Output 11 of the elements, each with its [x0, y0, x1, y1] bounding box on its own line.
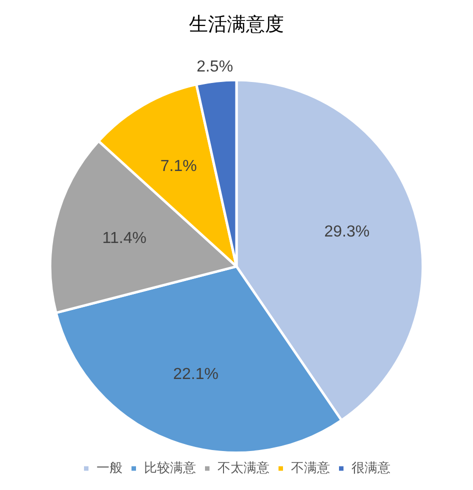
- data-label: 22.1%: [173, 366, 218, 383]
- legend-label: 比较满意: [144, 460, 196, 476]
- legend-label: 不太满意: [217, 460, 270, 476]
- chart-title: 生活满意度: [189, 14, 284, 36]
- legend-label: 一般: [96, 460, 122, 476]
- data-label: 2.5%: [196, 58, 234, 76]
- data-label: 11.4%: [102, 230, 146, 248]
- legend-label: 不满意: [290, 460, 330, 476]
- legend-label: 很满意: [351, 460, 390, 476]
- data-label: 29.3%: [324, 224, 370, 241]
- data-label: 7.1%: [160, 158, 197, 175]
